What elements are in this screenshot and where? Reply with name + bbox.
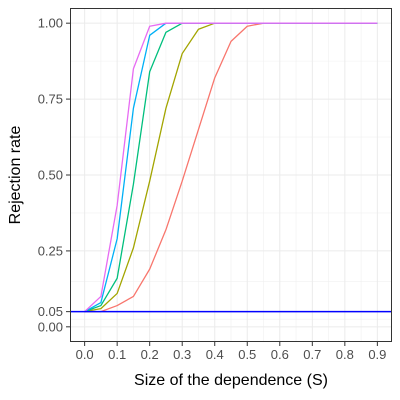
series-line-5 — [84, 22, 378, 313]
x-axis: 0.0 0.1 0.2 0.3 0.4 0.5 0.6 0.7 0.8 0.9 — [76, 342, 386, 362]
x-tick-label: 0.4 — [206, 347, 224, 362]
series-lines — [84, 22, 378, 313]
x-axis-title: Size of the dependence (S) — [134, 372, 328, 389]
y-tick-label: 0.50 — [38, 168, 63, 183]
x-tick-label: 0.8 — [336, 347, 354, 362]
y-tick-label: 0.00 — [38, 319, 63, 334]
panel-border — [70, 8, 392, 342]
x-tick-label: 0.0 — [76, 347, 94, 362]
y-tick-label: 0.05 — [38, 304, 63, 319]
y-axis-title: Rejection rate — [7, 126, 24, 225]
x-tick-label: 0.5 — [238, 347, 256, 362]
y-tick-label: 0.25 — [38, 243, 63, 258]
plot-panel — [70, 8, 392, 342]
x-tick-label: 0.1 — [108, 347, 126, 362]
y-tick-label: 1.00 — [38, 16, 63, 31]
x-tick-label: 0.3 — [173, 347, 191, 362]
x-tick-label: 0.2 — [141, 347, 159, 362]
y-axis: 0.000.05 0.25 0.50 0.75 1.00 — [38, 16, 70, 334]
x-tick-label: 0.6 — [271, 347, 289, 362]
major-gridlines — [70, 8, 392, 342]
x-tick-label: 0.9 — [368, 347, 386, 362]
x-tick-label: 0.7 — [303, 347, 321, 362]
y-tick-label: 0.75 — [38, 92, 63, 107]
